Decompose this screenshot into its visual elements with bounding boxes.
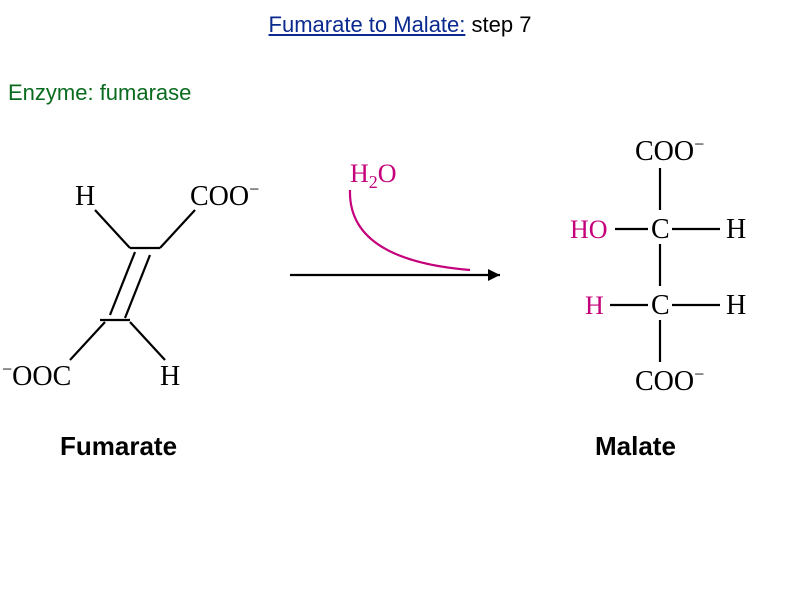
malate-h2l: H [585, 291, 604, 320]
malate-structure: COO− C HO H C H H COO− [570, 134, 746, 397]
atom-h-bottom: H [160, 361, 180, 392]
malate-coo-top: COO− [635, 134, 704, 167]
fumarate-name: Fumarate [60, 431, 177, 461]
reagent-curve [350, 190, 470, 270]
reaction-arrow-group: H2O [290, 159, 500, 281]
malate-c2: C [651, 290, 670, 321]
atom-h-top: H [75, 181, 95, 212]
malate-h2r: H [726, 290, 746, 321]
atom-coo-top: COO− [190, 179, 259, 212]
malate-ho: HO [570, 215, 608, 244]
atom-ooc-bottom: −OOC [2, 359, 71, 392]
malate-c1: C [651, 214, 670, 245]
title-highlight: Fumarate to Malate: [269, 12, 466, 37]
arrow-head [488, 269, 500, 281]
reaction-diagram: H COO− −OOC H Fumarate H2O COO− C HO [0, 110, 800, 470]
fumarate-structure: H COO− −OOC H [2, 179, 259, 392]
page-title: Fumarate to Malate: step 7 [0, 12, 800, 38]
enzyme-label: Enzyme: fumarase [8, 80, 191, 106]
title-rest: step 7 [465, 12, 531, 37]
reagent-h2o: H2O [350, 159, 397, 192]
malate-name: Malate [595, 431, 676, 461]
malate-coo-bot: COO− [635, 364, 704, 397]
malate-h1r: H [726, 214, 746, 245]
